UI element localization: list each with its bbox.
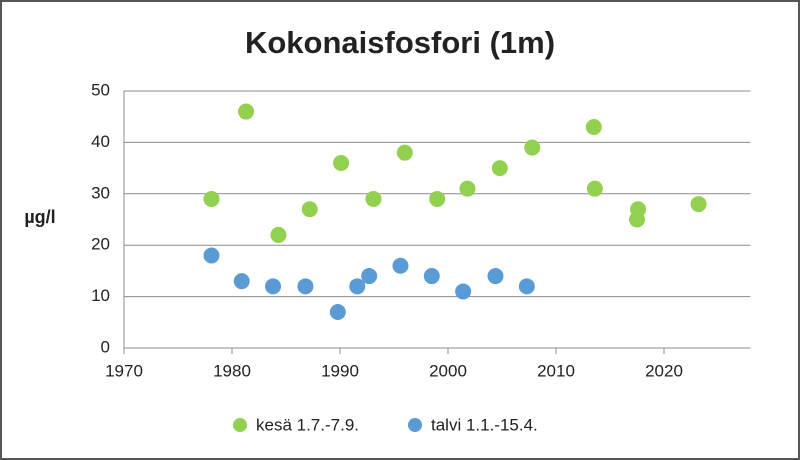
data-point xyxy=(329,304,346,321)
y-axis-label: µg/l xyxy=(24,207,55,227)
data-point xyxy=(491,160,508,177)
x-tick-label: 1970 xyxy=(105,361,143,380)
legend-label: talvi 1.1.-15.4. xyxy=(431,415,538,434)
legend-label: kesä 1.7.-7.9. xyxy=(256,415,359,434)
legend-marker xyxy=(233,418,247,432)
data-point xyxy=(524,139,541,156)
y-tick-label: 20 xyxy=(91,235,110,254)
y-tick-label: 10 xyxy=(91,286,110,305)
data-point xyxy=(265,278,282,295)
legend-marker xyxy=(408,418,422,432)
data-point xyxy=(301,201,318,218)
data-point xyxy=(392,257,409,274)
data-point xyxy=(365,190,382,207)
data-point xyxy=(586,180,603,197)
x-tick-label: 2000 xyxy=(429,361,467,380)
x-tick-label: 2020 xyxy=(645,361,683,380)
y-tick-label: 0 xyxy=(101,337,110,356)
data-point xyxy=(297,278,314,295)
data-point xyxy=(333,154,350,171)
data-point xyxy=(361,268,378,285)
data-point xyxy=(429,190,446,207)
x-tick-label: 2010 xyxy=(537,361,575,380)
data-point xyxy=(423,268,440,285)
data-point xyxy=(238,103,255,120)
y-tick-label: 40 xyxy=(91,132,110,151)
chart-title: Kokonaisfosfori (1m) xyxy=(245,25,555,60)
data-point xyxy=(459,180,476,197)
y-tick-label: 30 xyxy=(91,183,110,202)
data-point xyxy=(233,273,250,290)
data-point xyxy=(518,278,535,295)
data-point xyxy=(585,118,602,135)
data-point xyxy=(349,278,366,295)
data-point xyxy=(455,283,472,300)
x-tick-label: 1980 xyxy=(213,361,251,380)
data-point xyxy=(203,190,220,207)
x-tick-label: 1990 xyxy=(321,361,359,380)
data-point xyxy=(396,144,413,161)
data-point xyxy=(629,211,645,228)
data-point xyxy=(487,268,504,285)
data-point xyxy=(203,247,220,264)
data-point xyxy=(270,226,287,243)
y-tick-label: 50 xyxy=(91,80,110,99)
data-point xyxy=(690,196,707,213)
